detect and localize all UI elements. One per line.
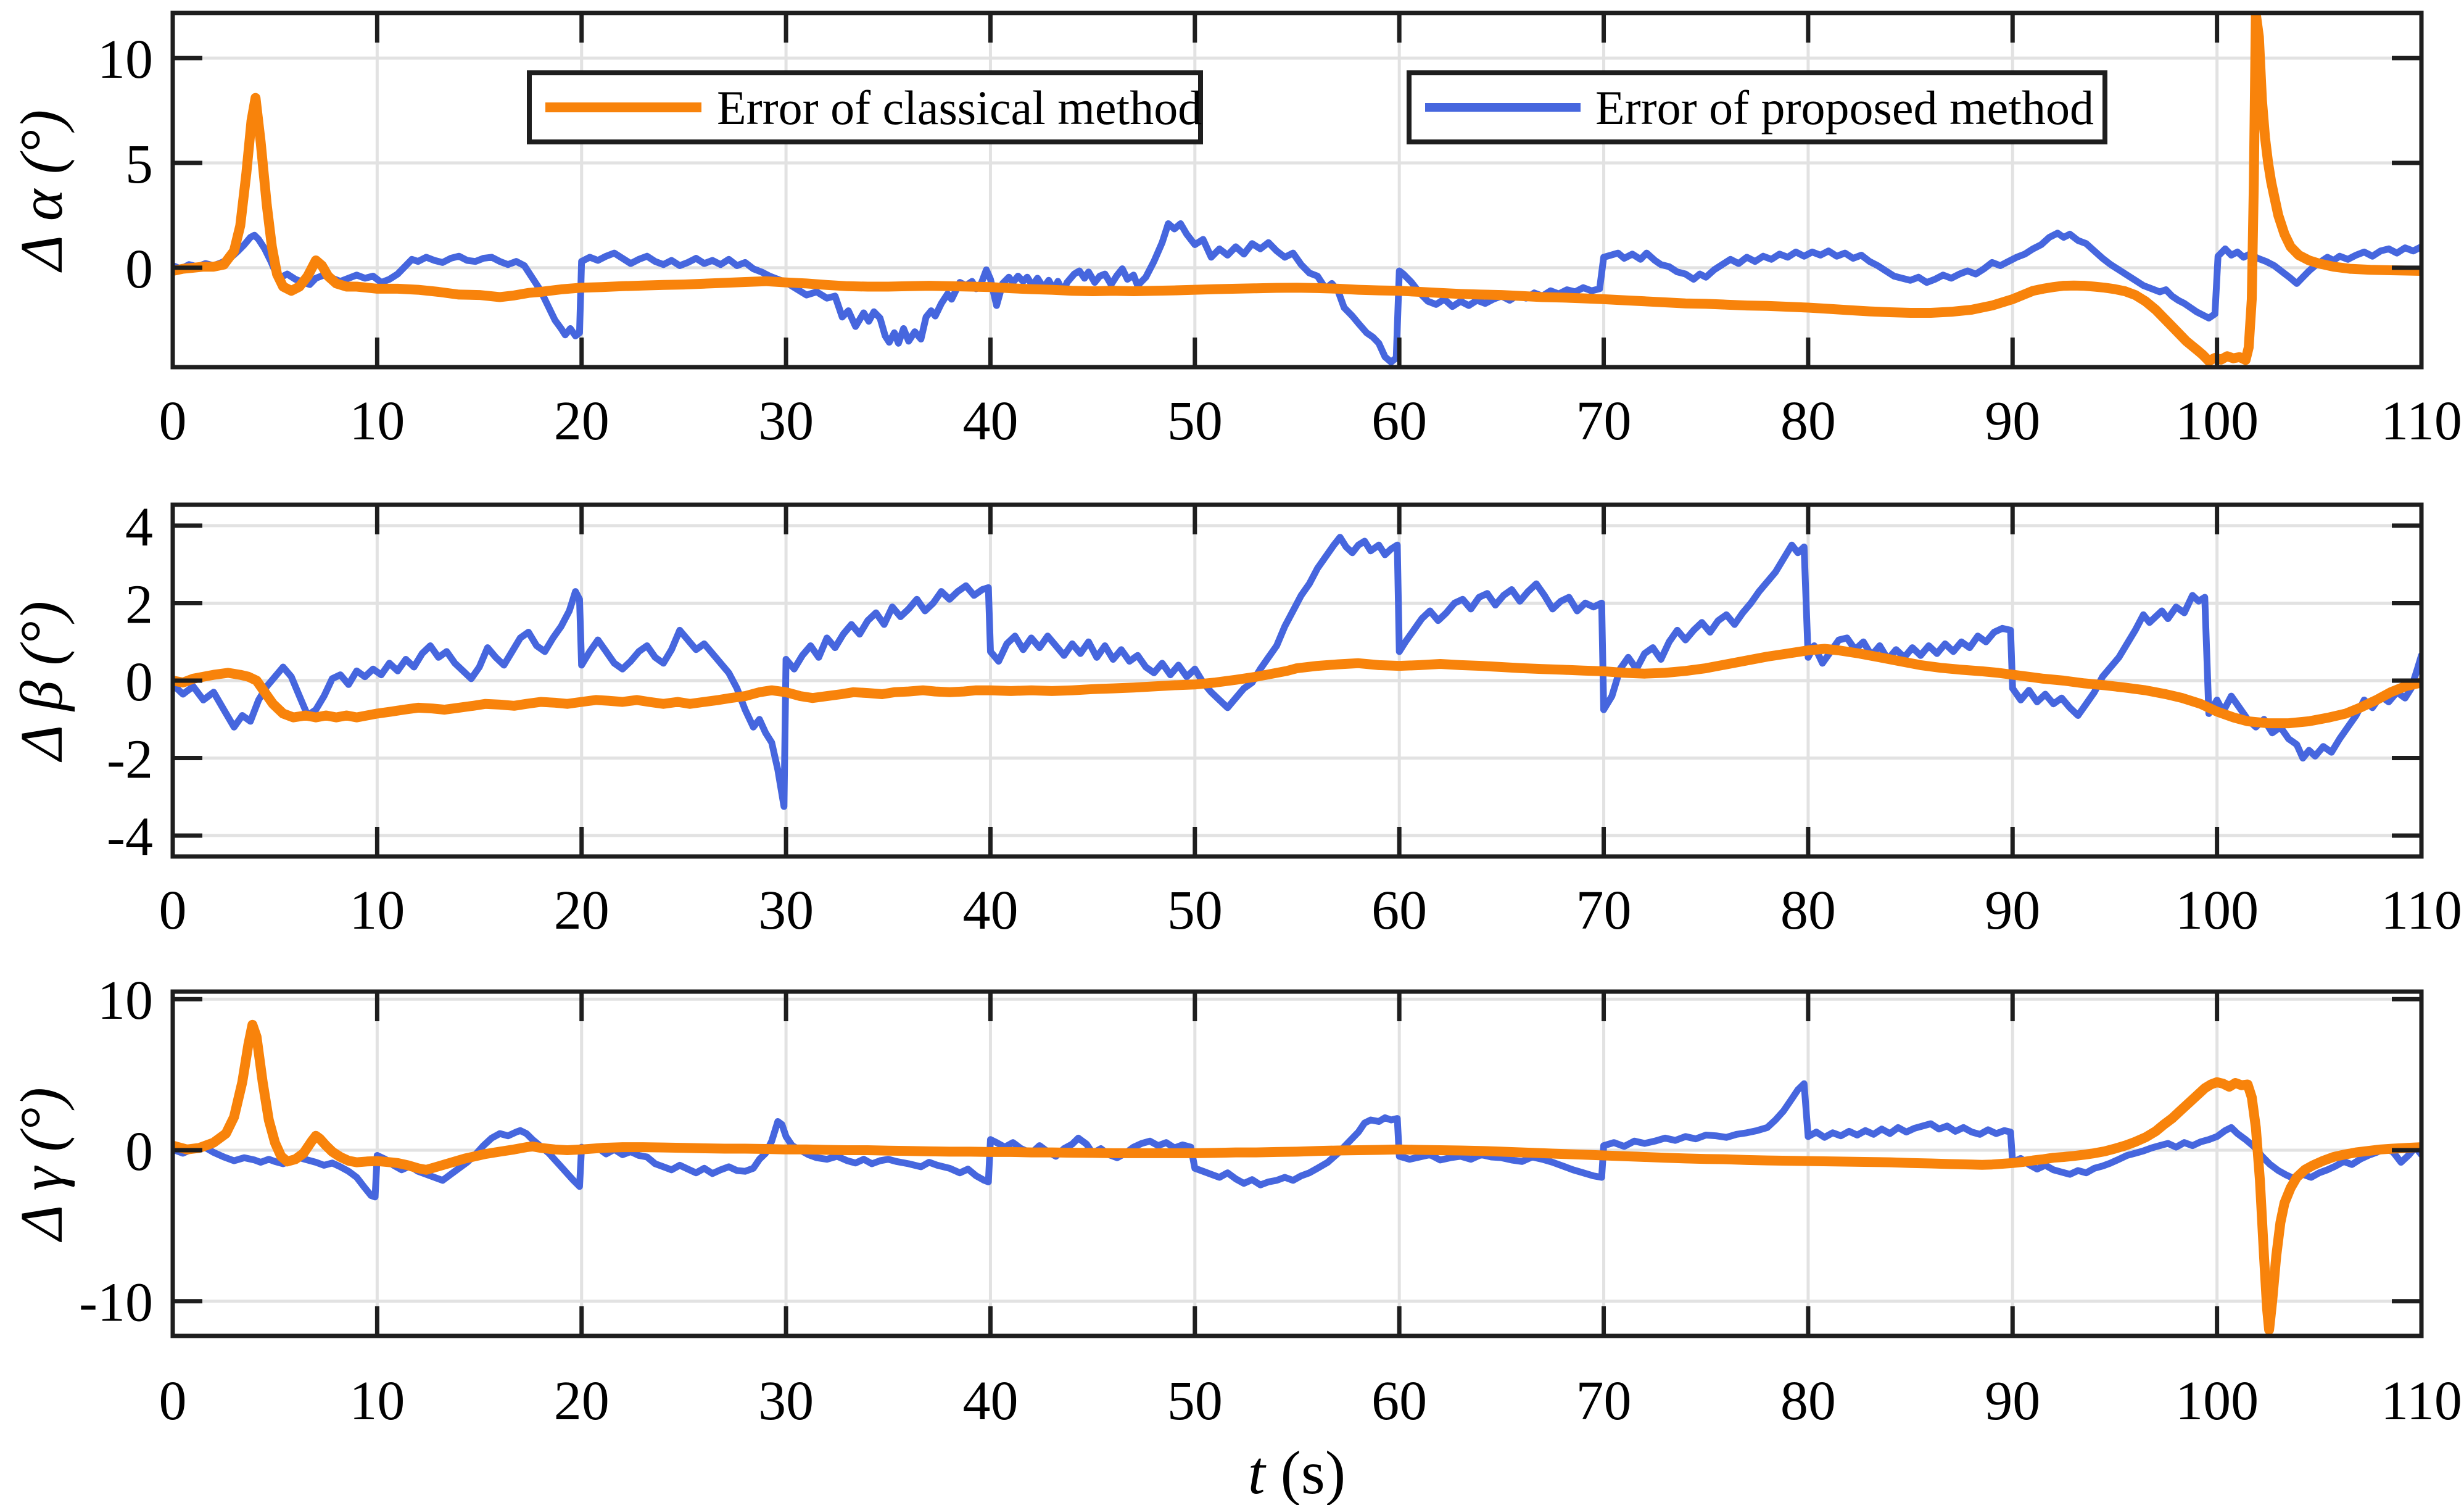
y-tick-label: 0 <box>125 652 153 713</box>
x-tick-label: 30 <box>758 1370 814 1432</box>
x-tick-label: 60 <box>1371 880 1427 941</box>
x-tick-label: 40 <box>962 1370 1018 1432</box>
x-tick-label: 50 <box>1167 1370 1223 1432</box>
x-tick-label: 70 <box>1576 1370 1632 1432</box>
series-alpha-proposed <box>173 220 2421 366</box>
series-beta-proposed <box>173 534 2421 810</box>
x-tick-label: 90 <box>1985 391 2040 452</box>
x-tick-label: 80 <box>1780 1370 1836 1432</box>
x-axis-label-t: t <box>1248 1438 1267 1505</box>
subplot-beta: 0 10 20 30 40 50 60 70 80 90 100 110 -4 -2 0 2 4 <box>107 497 2462 941</box>
x-tick-label: 80 <box>1780 391 1836 452</box>
x-tick-label: 10 <box>349 1370 405 1432</box>
legend-proposed-label: Error of proposed method <box>1595 81 2094 135</box>
x-tick-label: 30 <box>758 880 814 941</box>
x-axis-label-unit: (s) <box>1265 1438 1346 1505</box>
axes-frame <box>170 989 2424 1338</box>
x-tick-label: 40 <box>962 880 1018 941</box>
x-tick-label: 110 <box>2381 391 2462 452</box>
y-tick-label: 10 <box>97 29 153 90</box>
x-tick-label: 110 <box>2381 1370 2462 1432</box>
legend-classical: Error of classical method <box>527 70 1203 144</box>
legend-proposed: Error of proposed method <box>1407 70 2107 144</box>
series-gamma-proposed <box>173 1080 2421 1201</box>
subplot-alpha: 0 10 20 30 40 50 60 70 80 90 100 110 0 5 10 <box>97 10 2462 452</box>
y-tick-label: 0 <box>125 1121 153 1182</box>
y-tick-label: -2 <box>107 729 153 790</box>
x-tick-label: 100 <box>2175 391 2259 452</box>
series-beta-classical <box>173 644 2421 729</box>
y-tick-label: -4 <box>107 806 153 868</box>
x-axis-label: t (s) <box>1248 1438 1346 1505</box>
x-tick-label: 10 <box>349 391 405 452</box>
y-tick-label: 2 <box>125 574 153 635</box>
axes-frame <box>170 10 2424 370</box>
x-tick-label: 100 <box>2175 880 2259 941</box>
y-axis-label-alpha: Δ α (°) <box>9 110 75 273</box>
y-axis-label-beta: Δ β (°) <box>9 601 75 763</box>
x-tick-label: 20 <box>554 391 610 452</box>
x-tick-label: 60 <box>1371 391 1427 452</box>
axes-frame <box>170 502 2424 859</box>
x-tick-label: 0 <box>159 1370 187 1432</box>
x-tick-label: 90 <box>1985 880 2040 941</box>
y-tick-label: 5 <box>125 134 153 195</box>
x-tick-label: 70 <box>1576 880 1632 941</box>
x-tick-label: 90 <box>1985 1370 2040 1432</box>
x-tick-label: 40 <box>962 391 1018 452</box>
x-tick-label: 0 <box>159 391 187 452</box>
x-tick-label: 0 <box>159 880 187 941</box>
x-tick-label: 20 <box>554 1370 610 1432</box>
series-alpha-classical <box>173 13 2421 367</box>
x-tick-label: 110 <box>2381 880 2462 941</box>
x-tick-label: 100 <box>2175 1370 2259 1432</box>
x-tick-label: 80 <box>1780 880 1836 941</box>
y-axis-label-gamma: Δ γ (°) <box>9 1087 75 1243</box>
x-tick-label: 70 <box>1576 391 1632 452</box>
y-tick-label: 10 <box>97 970 153 1031</box>
x-tick-label: 50 <box>1167 391 1223 452</box>
x-tick-label: 10 <box>349 880 405 941</box>
legend-classical-label: Error of classical method <box>717 81 1202 135</box>
series-gamma-classical <box>173 1019 2421 1335</box>
y-tick-label: 4 <box>125 497 153 558</box>
y-tick-label: -10 <box>79 1272 153 1333</box>
x-tick-label: 20 <box>554 880 610 941</box>
x-tick-label: 50 <box>1167 880 1223 941</box>
x-tick-label: 60 <box>1371 1370 1427 1432</box>
y-tick-label: 0 <box>125 239 153 300</box>
x-tick-label: 30 <box>758 391 814 452</box>
